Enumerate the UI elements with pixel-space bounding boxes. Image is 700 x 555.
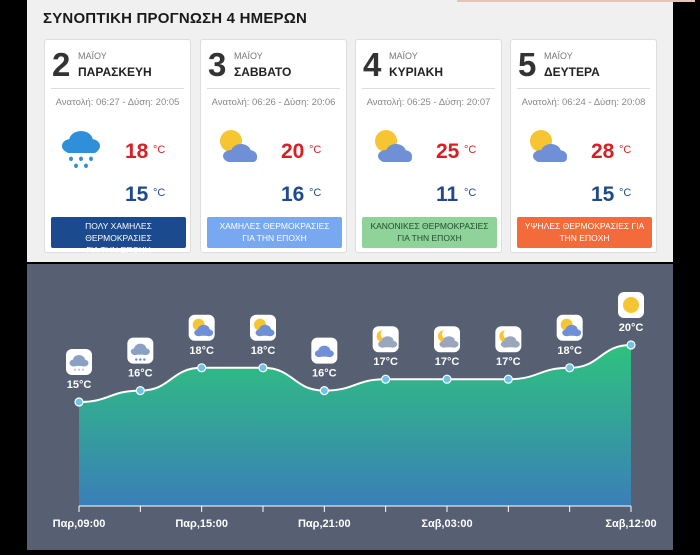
min-temp-unit: °C xyxy=(309,187,322,199)
min-temperature: 15 xyxy=(125,183,149,206)
top-decoration xyxy=(457,0,695,2)
temperature-label: 16°C xyxy=(128,368,153,380)
page-title: ΣΥΝΟΠΤΙΚΗ ΠΡΟΓΝΩΣΗ 4 ΗΜΕΡΩΝ xyxy=(43,10,307,27)
svg-text:* * *: * * * xyxy=(74,369,85,375)
badge-line-2: ΓΙΑ ΤΗΝ ΕΠΟΧΗ xyxy=(397,233,462,243)
x-tick-label: Παρ,21:00 xyxy=(298,518,351,530)
day-card[interactable]: 4 ΜΑΪΟΥ ΚΥΡΙΑΚΗ Ανατολή: 06:25 - Δύση: 2… xyxy=(355,39,502,253)
cloud-icon xyxy=(311,337,338,364)
x-tick-label: Σαβ,03:00 xyxy=(421,518,472,530)
day-name: ΣΑΒΒΑΤΟ xyxy=(234,65,292,79)
partly-cloudy-icon xyxy=(250,314,276,341)
min-temp-unit: °C xyxy=(619,187,632,199)
rain-cloud-icon xyxy=(127,337,154,364)
min-temperature: 11 xyxy=(436,183,459,206)
data-point[interactable] xyxy=(74,397,84,407)
temperature-label: 18°C xyxy=(557,345,582,357)
data-point[interactable] xyxy=(381,374,391,384)
temperature-label: 18°C xyxy=(189,345,214,357)
rain-cloud-icon xyxy=(62,131,100,168)
divider xyxy=(207,88,340,89)
temperature-label: 18°C xyxy=(251,345,276,357)
day-card[interactable]: 2 ΜΑΪΟΥ ΠΑΡΑΣΚΕΥΗ Ανατολή: 06:27 - Δύση:… xyxy=(44,39,191,255)
series-line xyxy=(78,344,632,403)
data-point[interactable] xyxy=(135,385,145,396)
data-point[interactable] xyxy=(197,363,207,373)
max-temperature: 25 xyxy=(436,140,460,163)
temperature-badge: ΥΨΗΛΕΣ ΘΕΡΜΟΚΡΑΣΙΕΣ ΓΙΑ ΤΗΝ ΕΠΟΧΗ xyxy=(517,217,652,248)
night-cloud-icon xyxy=(434,326,460,353)
x-tick-label: Σαβ,12:00 xyxy=(605,518,656,530)
divider xyxy=(51,88,184,89)
day-card[interactable]: 5 ΜΑΪΟΥ ΔΕΥΤΕΡΑ Ανατολή: 06:24 - Δύση: 2… xyxy=(510,39,657,253)
max-temperature: 20 xyxy=(281,140,305,163)
day-name: ΔΕΥΤΕΡΑ xyxy=(544,65,600,79)
temperature-label: 17°C xyxy=(373,356,398,368)
badge-line-2: ΓΙΑ ΤΗΝ ΕΠΟΧΗ xyxy=(242,233,307,243)
sunrise-sunset: Ανατολή: 06:27 - Δύση: 20:05 xyxy=(55,97,180,108)
max-temp-unit: °C xyxy=(619,144,632,156)
sunrise-sunset: Ανατολή: 06:24 - Δύση: 20:08 xyxy=(521,97,646,108)
x-tick-label: Παρ,09:00 xyxy=(53,518,106,530)
month-label: ΜΑΪΟΥ xyxy=(544,51,573,61)
month-label: ΜΑΪΟΥ xyxy=(78,51,107,61)
month-label: ΜΑΪΟΥ xyxy=(389,51,418,61)
partly-cloudy-icon xyxy=(530,130,567,162)
night-cloud-icon xyxy=(495,326,522,353)
hourly-chart-panel: 15°C * * * 16°C 18°C 18°C 16°C 17°C 17°C 17°C 18°… xyxy=(27,264,673,550)
area-fill xyxy=(79,345,631,506)
day-number: 4 xyxy=(363,46,382,83)
partly-cloudy-icon xyxy=(220,130,257,162)
max-temp-unit: °C xyxy=(464,144,477,156)
day-name: ΚΥΡΙΑΚΗ xyxy=(389,65,444,79)
data-point[interactable] xyxy=(319,385,329,396)
badge-line-1: ΥΨΗΛΕΣ ΘΕΡΜΟΚΡΑΣΙΕΣ ΓΙΑ xyxy=(524,221,645,231)
partly-cloudy-icon xyxy=(188,314,215,341)
data-point[interactable] xyxy=(503,374,513,384)
divider xyxy=(517,88,650,89)
min-temperature: 16 xyxy=(281,183,305,206)
temperature-label: 17°C xyxy=(435,356,460,368)
min-temp-unit: °C xyxy=(464,187,477,199)
min-temp-unit: °C xyxy=(153,187,166,199)
divider xyxy=(362,88,495,89)
day-name: ΠΑΡΑΣΚΕΥΗ xyxy=(78,65,152,79)
night-cloud-icon xyxy=(372,326,399,353)
temperature-badge: ΧΑΜΗΛΕΣ ΘΕΡΜΟΚΡΑΣΙΕΣ ΓΙΑ ΤΗΝ ΕΠΟΧΗ xyxy=(207,217,342,248)
forecast-summary-panel: ΣΥΝΟΠΤΙΚΗ ΠΡΟΓΝΩΣΗ 4 ΗΜΕΡΩΝ 2 ΜΑΪΟΥ ΠΑΡΑ… xyxy=(27,0,695,262)
badge-line-1: ΚΑΝΟΝΙΚΕΣ ΘΕΡΜΟΚΡΑΣΙΕΣ xyxy=(370,221,489,231)
data-point[interactable] xyxy=(442,374,452,384)
max-temp-unit: °C xyxy=(153,144,166,156)
partly-cloudy-icon xyxy=(556,314,583,341)
sunrise-sunset: Ανατολή: 06:26 - Δύση: 20:06 xyxy=(211,97,336,108)
min-temperature: 15 xyxy=(591,183,615,206)
badge-line-2: ΓΙΑ ΤΗΝ ΕΠΟΧΗ xyxy=(86,245,151,255)
day-card[interactable]: 3 ΜΑΪΟΥ ΣΑΒΒΑΤΟ Ανατολή: 06:26 - Δύση: 2… xyxy=(200,39,347,253)
badge-line-2: ΤΗΝ ΕΠΟΧΗ xyxy=(559,233,610,243)
partly-cloudy-icon xyxy=(375,130,412,162)
day-number: 5 xyxy=(518,46,537,83)
temperature-badge: ΚΑΝΟΝΙΚΕΣ ΘΕΡΜΟΚΡΑΣΙΕΣ ΓΙΑ ΤΗΝ ΕΠΟΧΗ xyxy=(362,217,497,248)
max-temp-unit: °C xyxy=(309,144,322,156)
sunrise-sunset: Ανατολή: 06:25 - Δύση: 20:07 xyxy=(366,97,491,108)
temperature-badge: ΠΟΛΥ ΧΑΜΗΛΕΣ ΘΕΡΜΟΚΡΑΣΙΕΣ ΓΙΑ ΤΗΝ ΕΠΟΧΗ xyxy=(51,217,186,255)
temperature-label: 17°C xyxy=(496,356,521,368)
temperature-area-chart: 15°C * * * 16°C 18°C 18°C 16°C 17°C 17°C 17°C 18°… xyxy=(53,292,657,530)
x-tick-label: Παρ,15:00 xyxy=(175,518,228,530)
day-number: 2 xyxy=(52,46,71,83)
data-point[interactable] xyxy=(626,340,636,350)
temperature-label: 20°C xyxy=(619,322,644,334)
sun-icon xyxy=(618,292,644,318)
month-label: ΜΑΪΟΥ xyxy=(234,51,263,61)
max-temperature: 18 xyxy=(125,140,149,163)
snow-cloud-icon: * * * xyxy=(66,349,92,375)
temperature-label: 16°C xyxy=(312,368,337,380)
day-number: 3 xyxy=(208,46,227,83)
data-point[interactable] xyxy=(565,363,575,373)
badge-line-1: ΧΑΜΗΛΕΣ ΘΕΡΜΟΚΡΑΣΙΕΣ xyxy=(219,221,330,231)
temperature-label: 15°C xyxy=(67,379,92,391)
data-point[interactable] xyxy=(258,363,268,373)
max-temperature: 28 xyxy=(591,140,615,163)
badge-line-1: ΠΟΛΥ ΧΑΜΗΛΕΣ ΘΕΡΜΟΚΡΑΣΙΕΣ xyxy=(85,221,152,243)
